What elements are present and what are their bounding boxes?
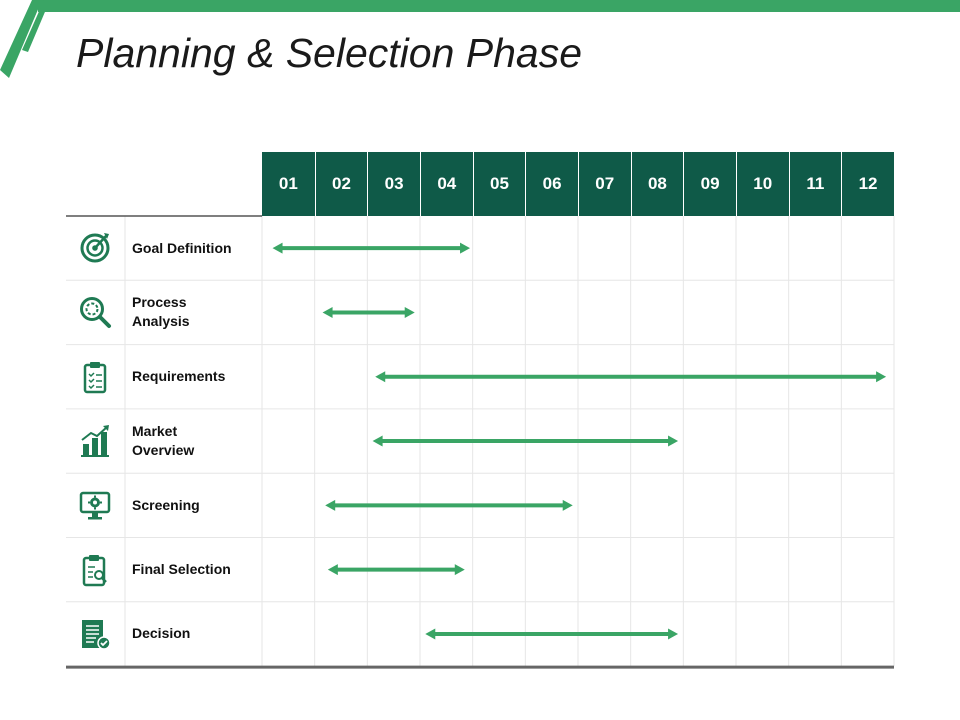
page-title: Planning & Selection Phase xyxy=(76,30,583,76)
timeline-header: 01 02 03 04 05 06 07 08 09 10 11 12 xyxy=(262,152,894,216)
timeline-bar-2 xyxy=(322,306,415,318)
timeline-bar-7 xyxy=(425,628,679,640)
column-header-03: 03 xyxy=(367,152,420,216)
column-header-09: 09 xyxy=(683,152,736,216)
document-check-icon xyxy=(82,619,111,650)
column-header-12: 12 xyxy=(841,152,894,216)
monitor-gear-icon xyxy=(79,492,111,520)
magnifier-icon xyxy=(80,297,111,329)
timeline-bar-1 xyxy=(272,242,471,254)
column-header-04: 04 xyxy=(419,152,473,216)
timeline-bar-4 xyxy=(372,435,679,447)
column-header-11: 11 xyxy=(788,152,842,216)
column-header-05: 05 xyxy=(472,152,526,216)
top-accent-bar xyxy=(38,0,960,12)
clipboard-icon xyxy=(83,361,107,393)
column-header-07: 07 xyxy=(577,152,631,216)
corner-slash-decoration xyxy=(0,0,50,78)
row-label: Screening xyxy=(132,496,200,513)
column-header-02: 02 xyxy=(314,152,368,216)
row-label: Process Analysis xyxy=(132,294,190,330)
row-label: Decision xyxy=(132,625,191,642)
target-icon xyxy=(80,233,110,263)
row-label: Market Overview xyxy=(132,423,195,459)
chart-icon xyxy=(81,425,109,458)
row-label: Goal Definition xyxy=(132,239,232,256)
column-header-06: 06 xyxy=(525,152,578,216)
clipboard-search-icon xyxy=(82,554,107,586)
timeline-bar-6 xyxy=(327,564,465,576)
timeline-bar-3 xyxy=(375,371,887,383)
row-label: Requirements xyxy=(132,368,226,385)
row-label: Final Selection xyxy=(132,561,231,578)
column-header-08: 08 xyxy=(630,152,684,216)
column-header-01: 01 xyxy=(278,174,298,193)
timeline-bar-5 xyxy=(325,499,573,511)
column-header-10: 10 xyxy=(735,152,789,216)
